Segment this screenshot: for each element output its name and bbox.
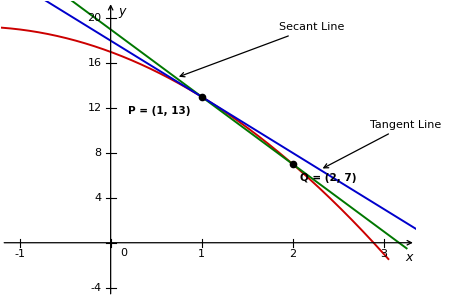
Text: Q = (2, 7): Q = (2, 7) [300,173,356,183]
Text: 20: 20 [87,13,102,23]
Text: 16: 16 [88,58,102,68]
Text: 1: 1 [198,249,205,260]
Text: Secant Line: Secant Line [180,22,345,77]
Text: 4: 4 [94,193,102,203]
Text: x: x [405,251,413,264]
Text: Tangent Line: Tangent Line [324,120,441,168]
Text: 12: 12 [87,103,102,113]
Text: 3: 3 [380,249,387,260]
Text: 8: 8 [94,148,102,158]
Text: y: y [118,5,125,18]
Text: P = (1, 13): P = (1, 13) [128,106,191,116]
Text: 2: 2 [289,249,296,260]
Text: -1: -1 [14,249,25,260]
Text: 0: 0 [120,248,127,258]
Text: -4: -4 [90,283,102,293]
